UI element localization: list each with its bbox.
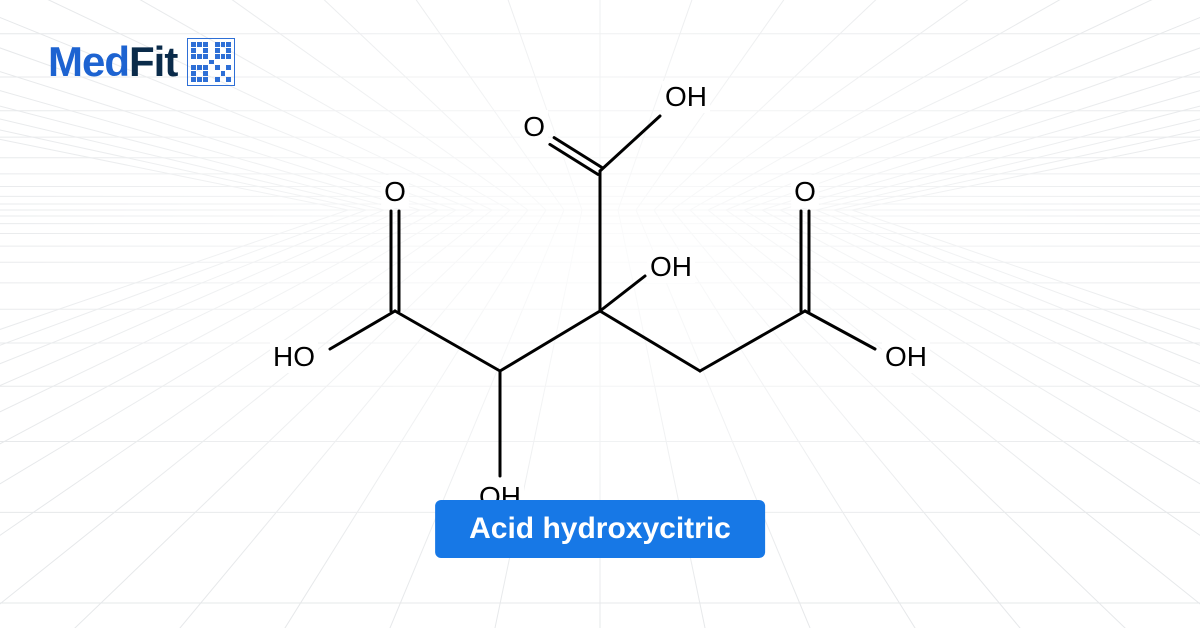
logo-text: Med Fit (48, 38, 177, 86)
svg-text:OH: OH (650, 251, 692, 282)
logo-part-fit: Fit (129, 38, 177, 86)
qr-code-icon (187, 38, 235, 86)
brand-logo: Med Fit (48, 38, 235, 86)
logo-part-med: Med (48, 38, 129, 86)
svg-text:O: O (384, 176, 406, 207)
svg-text:O: O (794, 176, 816, 207)
svg-text:HO: HO (273, 341, 315, 372)
chemical-structure-diagram: HOOOOHOHOHOOH (220, 81, 980, 521)
svg-text:OH: OH (885, 341, 927, 372)
compound-label: Acid hydroxycitric (435, 500, 765, 558)
svg-text:O: O (523, 111, 545, 142)
svg-text:OH: OH (665, 81, 707, 112)
